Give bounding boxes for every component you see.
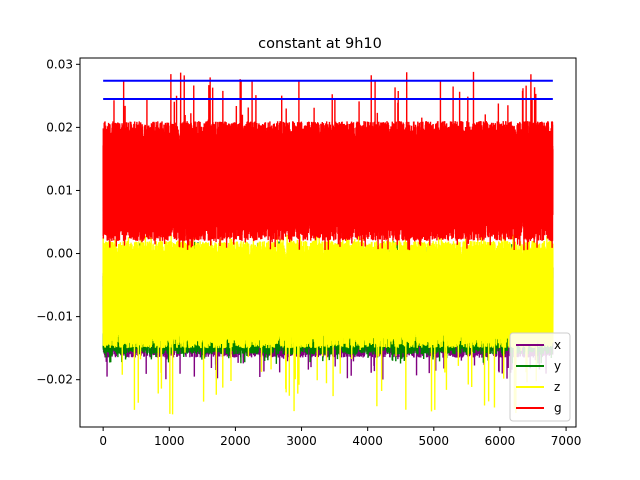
- y-tick-label: 0.02: [46, 120, 73, 134]
- y-tick-label: 0.01: [46, 183, 73, 197]
- plot-frame: [79, 57, 577, 428]
- series-z-line: [102, 234, 554, 415]
- y-axis: −0.02 −0.01 0.00 0.01 0.02 0.03: [36, 57, 80, 387]
- x-tick-label: 1000: [154, 434, 185, 448]
- y-tick-label: 0.00: [46, 247, 73, 261]
- y-tick-label: 0.03: [46, 57, 73, 71]
- x-tick-label: 7000: [551, 434, 582, 448]
- y-tick-label: −0.02: [36, 373, 73, 387]
- legend-label-y: y: [554, 359, 561, 373]
- legend-label-x: x: [554, 338, 561, 352]
- x-tick-label: 2000: [220, 434, 251, 448]
- x-tick-label: 3000: [286, 434, 317, 448]
- reference-lines: [103, 79, 553, 100]
- x-tick-label: 0: [99, 434, 107, 448]
- series-layer: [102, 71, 554, 415]
- y-tick-label: −0.01: [36, 310, 73, 324]
- x-tick-label: 5000: [419, 434, 450, 448]
- series-g-line: [102, 71, 554, 251]
- legend-label-g: g: [554, 401, 562, 415]
- chart-title: constant at 9h10: [258, 36, 382, 52]
- legend-box: [509, 332, 571, 422]
- x-tick-label: 4000: [352, 434, 383, 448]
- x-tick-label: 6000: [485, 434, 516, 448]
- x-axis: 0 1000 2000 3000 4000 5000 6000 7000: [99, 427, 581, 448]
- legend-label-z: z: [554, 380, 560, 394]
